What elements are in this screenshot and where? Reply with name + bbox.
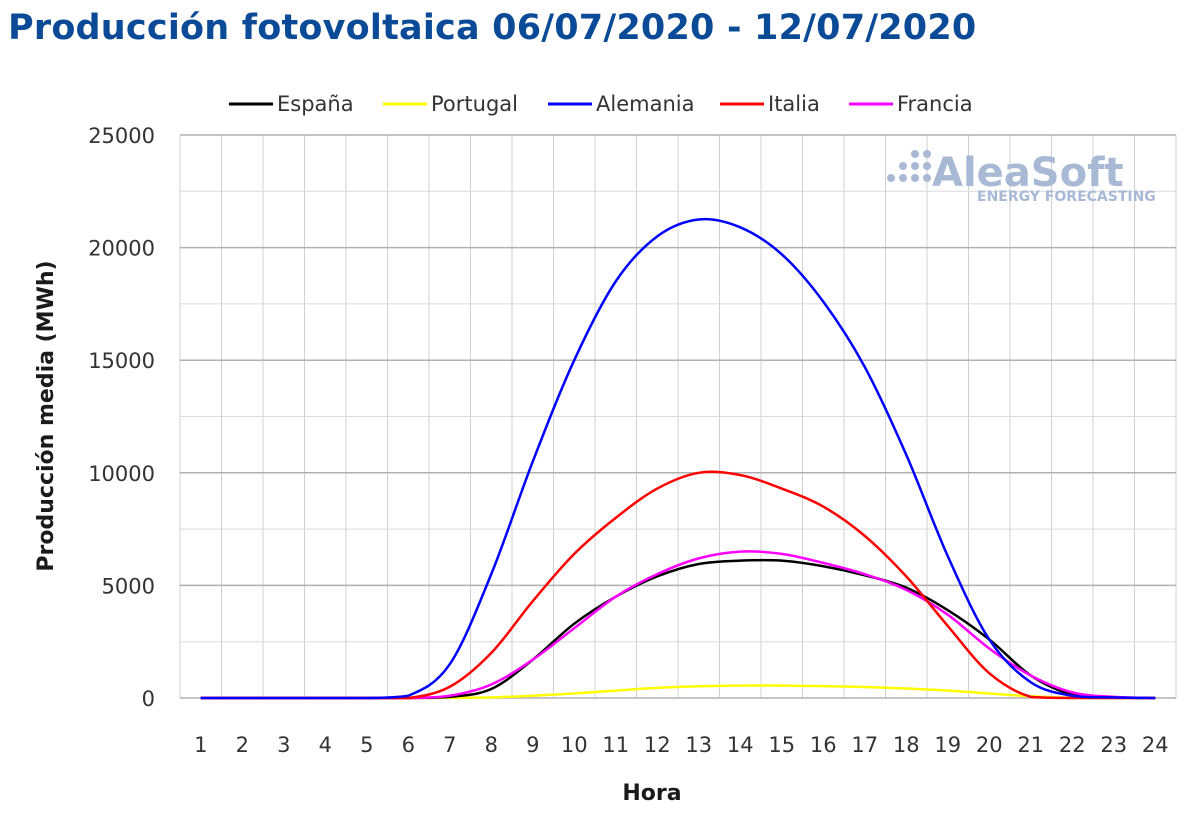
legend: España Portugal Alemania Italia Francia [229,92,973,116]
x-tick-label: 23 [1100,733,1127,757]
legend-item-espana: España [229,92,354,116]
chart-title: Producción fotovoltaica 06/07/2020 - 12/… [8,8,977,48]
legend-item-italia: Italia [720,92,820,116]
x-tick-label: 7 [443,733,456,757]
legend-label: Italia [768,92,820,116]
x-tick-label: 12 [644,733,671,757]
logo-dots-icon [887,150,931,182]
legend-label: Francia [897,92,973,116]
x-tick-label: 5 [360,733,373,757]
x-tick-label: 16 [810,733,837,757]
x-tick-label: 10 [561,733,588,757]
y-tick-label: 0 [142,687,155,711]
logo-name: AleaSoft [932,150,1124,196]
x-tick-label: 1 [194,733,207,757]
logo-tagline: ENERGY FORECASTING [977,189,1156,205]
x-tick-label: 8 [485,733,498,757]
y-tick-label: 10000 [88,462,155,486]
x-tick-label: 4 [319,733,332,757]
x-tick-label: 9 [526,733,539,757]
x-tick-label: 3 [277,733,290,757]
series-line-alemania [200,217,1156,700]
x-tick-label: 14 [727,733,754,757]
x-tick-label: 24 [1142,733,1169,757]
x-tick-label: 20 [976,733,1003,757]
series-lines [200,217,1156,700]
x-tick-label: 21 [1017,733,1044,757]
legend-label: Alemania [596,92,694,116]
y-tick-label: 20000 [88,237,155,261]
x-tick-label: 17 [851,733,878,757]
x-tick-label: 13 [685,733,712,757]
legend-label: Portugal [431,92,518,116]
x-tick-label: 19 [934,733,961,757]
x-tick-label: 15 [768,733,795,757]
aleasoft-logo: AleaSoft ENERGY FORECASTING [887,150,1156,205]
x-tick-label: 22 [1059,733,1086,757]
legend-item-francia: Francia [849,92,973,116]
x-tick-label: 18 [893,733,920,757]
x-tick-label: 6 [402,733,415,757]
legend-label: España [277,92,354,116]
grid [179,134,1177,699]
y-tick-label: 15000 [88,349,155,373]
x-tick-label: 11 [602,733,629,757]
x-tick-label: 2 [236,733,249,757]
y-axis-label: Producción media (MWh) [34,260,59,571]
x-axis-label: Hora [622,781,681,806]
y-tick-label: 5000 [102,574,155,598]
y-tick-label: 25000 [88,124,155,148]
legend-item-portugal: Portugal [383,92,518,116]
legend-item-alemania: Alemania [548,92,694,116]
